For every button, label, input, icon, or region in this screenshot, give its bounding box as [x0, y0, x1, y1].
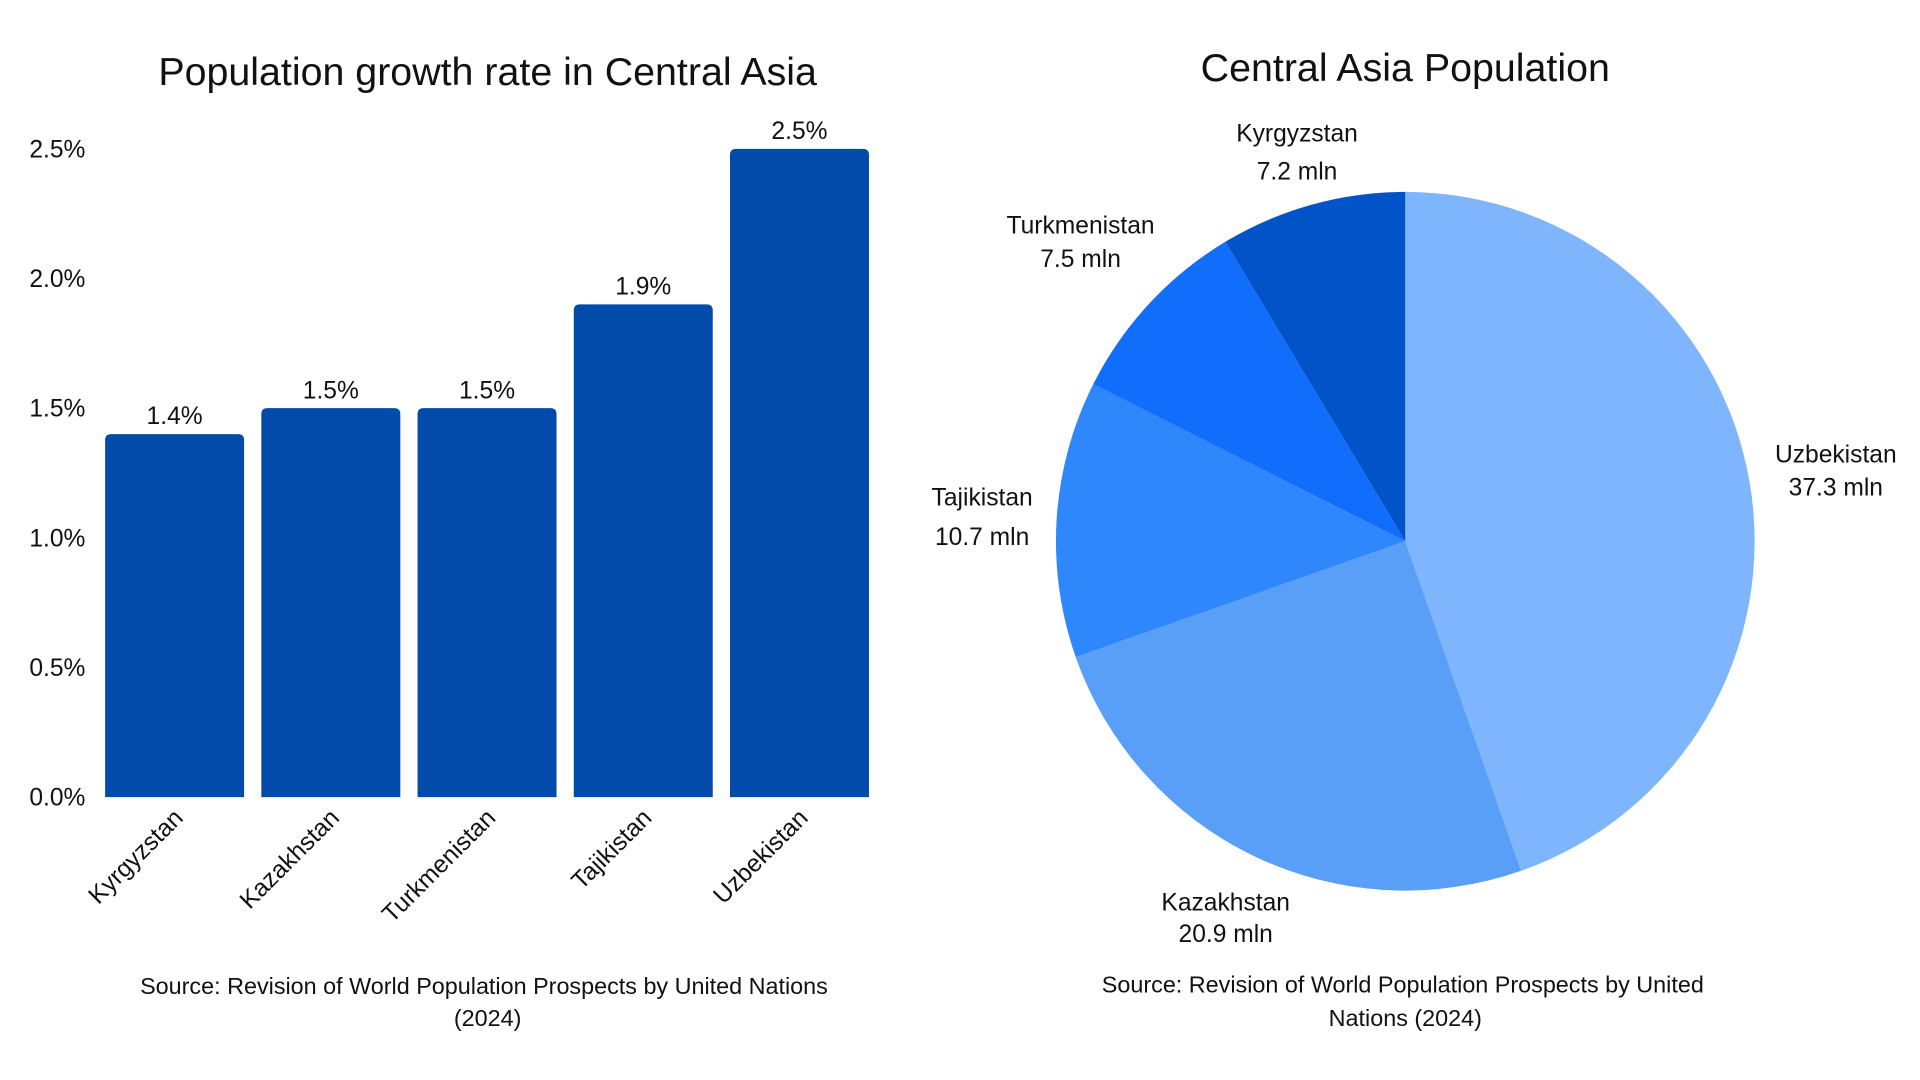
bar-source-line-2: (2024): [454, 1005, 522, 1031]
x-tick-label: Uzbekistan: [708, 804, 813, 909]
pie-chart: Central Asia Population Uzbekistan 37.3 m…: [932, 46, 1897, 1031]
bar-kyrgyzstan: [105, 434, 245, 798]
bar-chart: Population growth rate in Central Asia 0…: [29, 50, 869, 1031]
pie-slice-value: 7.5 mln: [1040, 246, 1121, 273]
bar-data-label: 1.5%: [303, 377, 359, 404]
bars: 1.4% 1.5% 1.5% 1.9% 2.5%: [105, 118, 869, 798]
pie-source-line-2: Nations (2024): [1329, 1005, 1482, 1031]
bar-source-line-1: Source: Revision of World Population Pro…: [140, 973, 828, 999]
y-tick-label: 0.0%: [29, 785, 85, 812]
pie-chart-title: Central Asia Population: [1201, 46, 1610, 90]
bar-data-label: 1.9%: [615, 274, 671, 301]
x-tick-label: Kyrgyzstan: [84, 804, 189, 909]
pie-slice-label: Uzbekistan: [1775, 442, 1897, 469]
x-tick-label: Turkmenistan: [377, 804, 501, 928]
x-tick-label: Tajikistan: [567, 804, 658, 895]
pie-slice-label: Tajikistan: [932, 485, 1033, 512]
x-tick-label: Kazakhstan: [235, 804, 345, 914]
pie-slice-value: 37.3 mln: [1789, 475, 1883, 502]
bar-data-label: 1.5%: [459, 377, 515, 404]
pie-slice-turkmenistan: [1093, 241, 1406, 542]
pie-source-line-1: Source: Revision of World Population Pro…: [1102, 972, 1704, 998]
x-axis: Kyrgyzstan Kazakhstan Turkmenistan Tajikist…: [84, 804, 814, 928]
y-tick-label: 0.5%: [29, 655, 85, 682]
pie-slice-tajikistan: [1055, 384, 1406, 658]
pie-slice-kyrgyzstan: [1225, 191, 1406, 542]
pie-slice-label: Turkmenistan: [1007, 213, 1155, 240]
pie-slice-uzbekistan: [1405, 191, 1755, 871]
bar-kazakhstan: [261, 408, 401, 798]
y-axis: 0.0% 0.5% 1.0% 1.5% 2.0% 2.5%: [29, 136, 85, 811]
pie-slices: [1055, 191, 1755, 891]
bar-data-label: 2.5%: [771, 118, 827, 145]
bar-uzbekistan: [729, 148, 869, 798]
pie-slice-label: Kazakhstan: [1161, 889, 1290, 916]
pie-labels: Uzbekistan 37.3 mln Kazakhstan 20.9 mln Taji…: [932, 120, 1897, 948]
bar-chart-title: Population growth rate in Central Asia: [158, 50, 817, 94]
pie-slice-value: 7.2 mln: [1257, 159, 1338, 186]
pie-slice-kazakhstan: [1075, 541, 1522, 891]
y-tick-label: 1.0%: [29, 525, 85, 552]
pie-slice-value: 10.7 mln: [935, 524, 1029, 551]
pie-slice-label: Kyrgyzstan: [1236, 120, 1358, 147]
bar-tajikistan: [573, 304, 713, 798]
y-tick-label: 1.5%: [29, 396, 85, 423]
bar-data-label: 1.4%: [147, 403, 203, 430]
bar-turkmenistan: [417, 408, 557, 798]
y-tick-label: 2.5%: [29, 136, 85, 163]
pie-slice-value: 20.9 mln: [1179, 921, 1273, 948]
y-tick-label: 2.0%: [29, 266, 85, 293]
